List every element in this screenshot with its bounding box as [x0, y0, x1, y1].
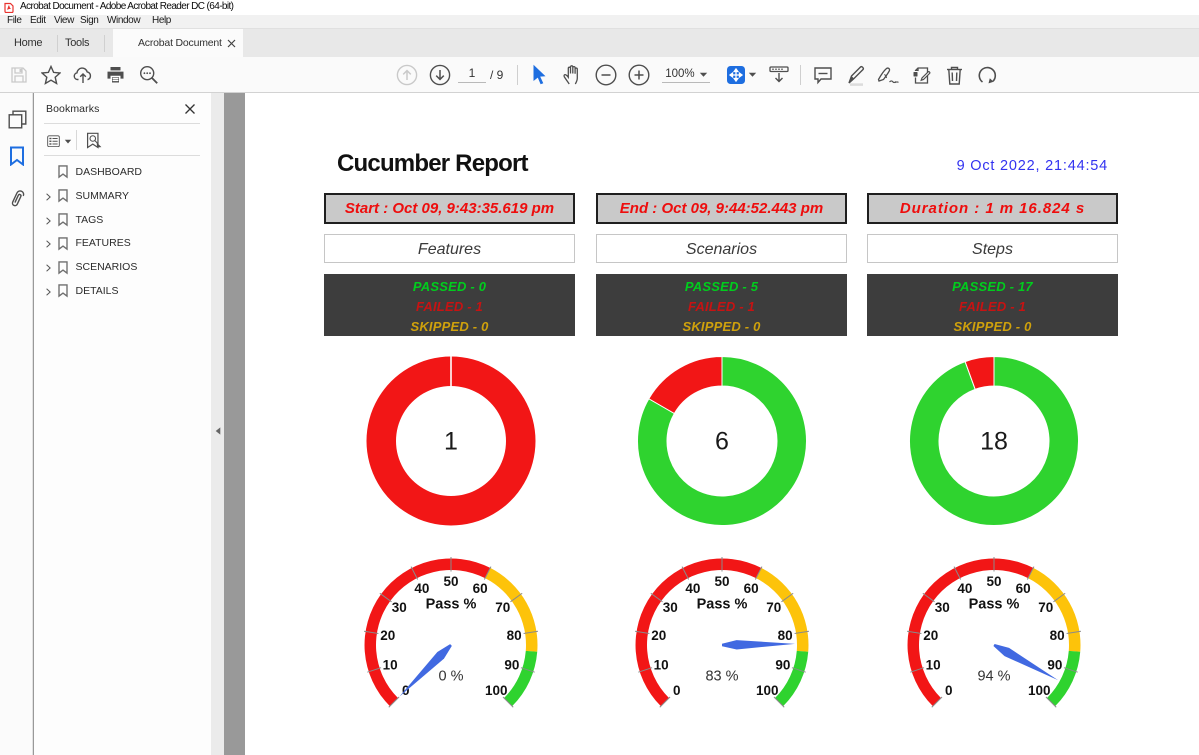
svg-text:70: 70 — [495, 600, 510, 615]
svg-text:90: 90 — [1047, 658, 1062, 673]
svg-text:0 %: 0 % — [439, 669, 464, 685]
svg-text:10: 10 — [926, 658, 941, 673]
svg-text:70: 70 — [766, 600, 781, 615]
svg-text:80: 80 — [507, 628, 522, 643]
svg-text:60: 60 — [744, 581, 759, 596]
svg-text:1: 1 — [444, 428, 458, 456]
svg-text:80: 80 — [778, 628, 793, 643]
svg-text:50: 50 — [986, 574, 1001, 589]
svg-text:100: 100 — [485, 683, 508, 698]
svg-text:70: 70 — [1038, 600, 1053, 615]
svg-text:Pass %: Pass % — [969, 597, 1020, 613]
svg-text:10: 10 — [383, 658, 398, 673]
svg-text:80: 80 — [1050, 628, 1065, 643]
svg-text:90: 90 — [504, 658, 519, 673]
svg-text:83 %: 83 % — [705, 669, 738, 685]
svg-text:90: 90 — [775, 658, 790, 673]
svg-text:30: 30 — [663, 600, 678, 615]
svg-text:40: 40 — [414, 581, 429, 596]
svg-text:0: 0 — [673, 683, 681, 698]
svg-text:60: 60 — [1016, 581, 1031, 596]
svg-text:40: 40 — [957, 581, 972, 596]
svg-text:10: 10 — [654, 658, 669, 673]
svg-text:100: 100 — [756, 683, 779, 698]
svg-text:50: 50 — [443, 574, 458, 589]
svg-text:50: 50 — [714, 574, 729, 589]
svg-text:20: 20 — [923, 628, 938, 643]
svg-text:Pass %: Pass % — [697, 597, 748, 613]
svg-text:30: 30 — [392, 600, 407, 615]
svg-text:30: 30 — [935, 600, 950, 615]
svg-text:Pass %: Pass % — [426, 597, 477, 613]
svg-text:94 %: 94 % — [977, 669, 1010, 685]
svg-text:60: 60 — [473, 581, 488, 596]
svg-text:18: 18 — [980, 428, 1008, 456]
svg-text:40: 40 — [685, 581, 700, 596]
svg-text:6: 6 — [715, 428, 729, 456]
svg-text:0: 0 — [945, 683, 953, 698]
svg-text:20: 20 — [651, 628, 666, 643]
svg-text:20: 20 — [380, 628, 395, 643]
svg-text:100: 100 — [1028, 683, 1051, 698]
